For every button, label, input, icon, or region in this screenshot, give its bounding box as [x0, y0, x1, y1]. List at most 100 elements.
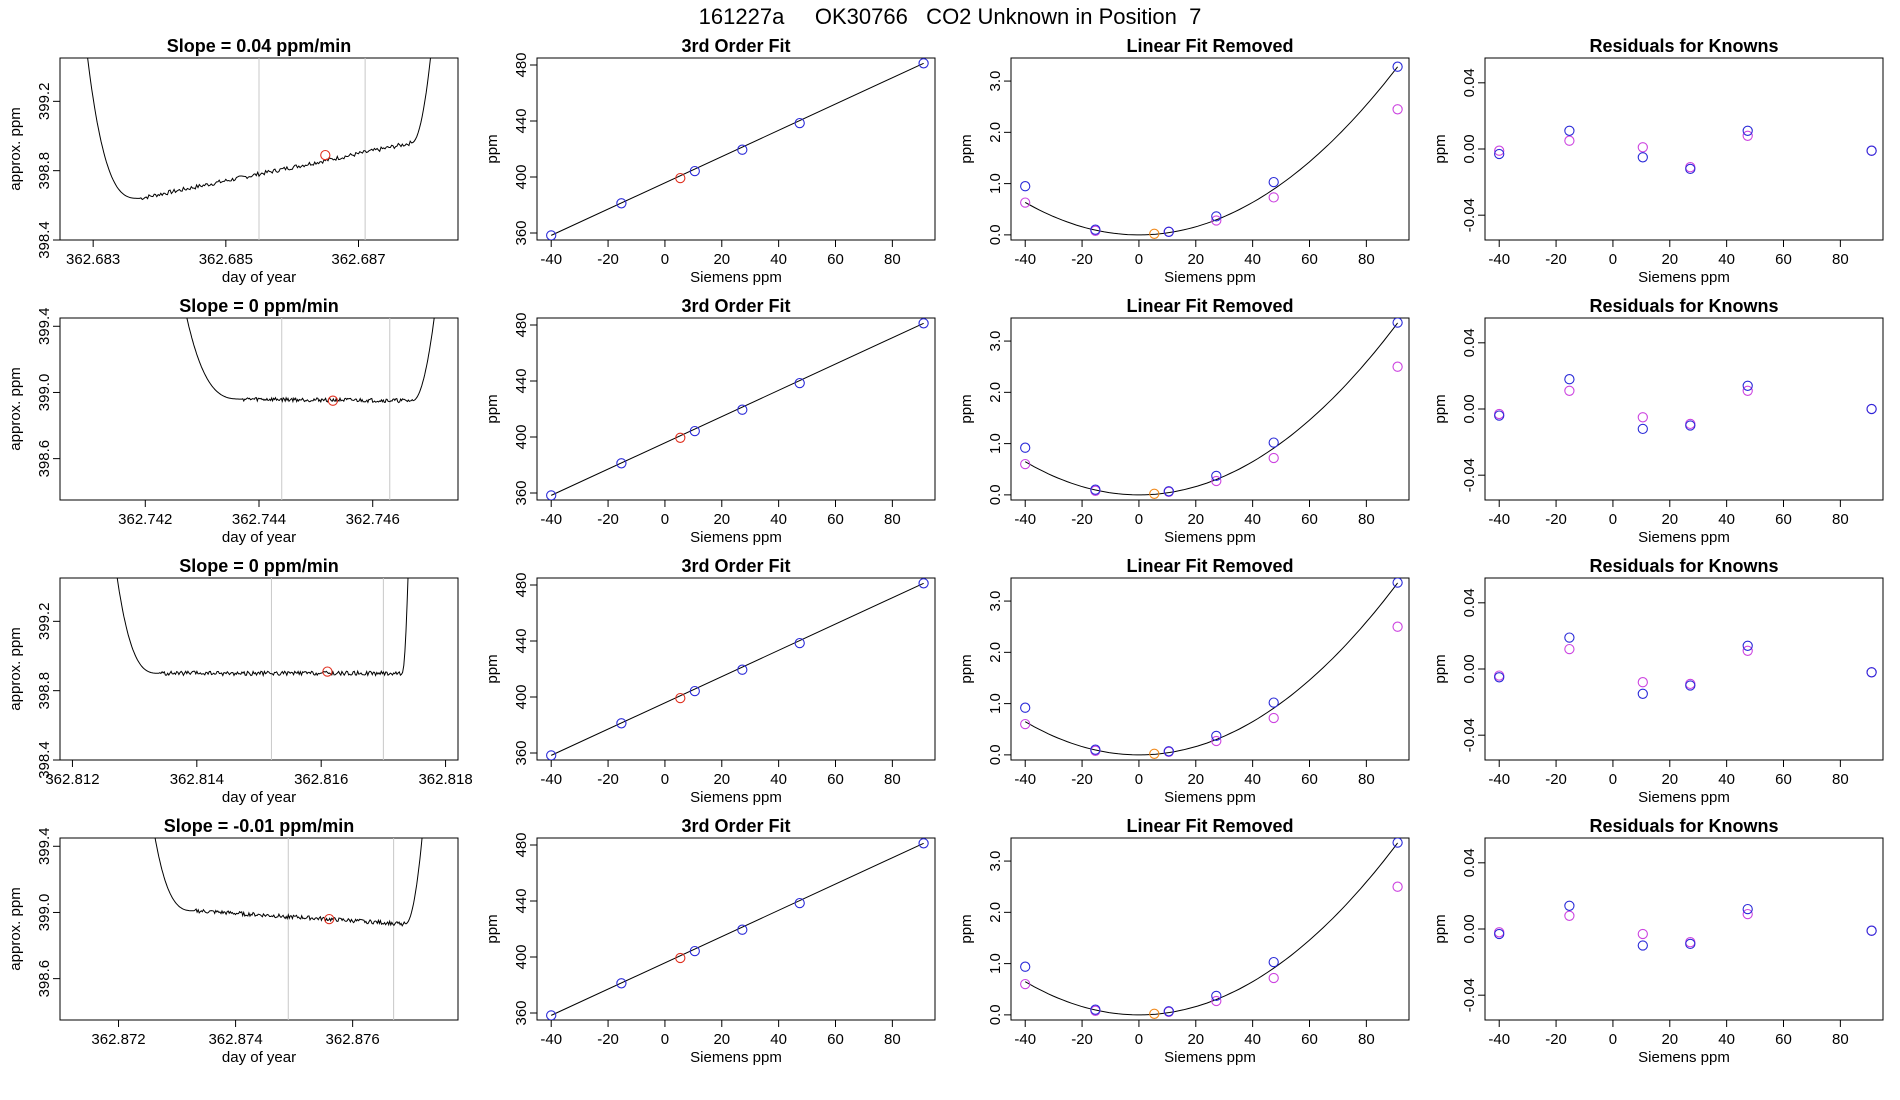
- unknown-point: [1149, 748, 1160, 759]
- y-tick-label: 398.6: [36, 960, 53, 998]
- x-tick-label: 60: [1301, 251, 1318, 268]
- x-tick-label: 362.872: [91, 1031, 145, 1048]
- x-tick-label: 362.814: [170, 771, 224, 788]
- known-point: [1090, 1004, 1101, 1015]
- y-tick-label: 360: [513, 220, 530, 245]
- panel-title: 3rd Order Fit: [681, 556, 790, 576]
- alt-point: [1742, 385, 1753, 396]
- alt-point: [1392, 881, 1403, 892]
- x-axis-label: Siemens ppm: [690, 789, 782, 806]
- x-tick-label: -20: [1545, 771, 1567, 788]
- alt-point: [1268, 972, 1279, 984]
- known-point: [1392, 838, 1403, 848]
- x-tick-label: -40: [1014, 511, 1036, 528]
- x-tick-label: 20: [1187, 771, 1204, 788]
- y-tick-label: 398.8: [36, 672, 53, 710]
- x-axis-label: Siemens ppm: [1164, 1049, 1256, 1066]
- y-tick-label: 0.04: [1461, 588, 1478, 617]
- y-tick-label: 360: [513, 740, 530, 765]
- y-axis-label: ppm: [1432, 914, 1449, 943]
- known-point: [1392, 578, 1403, 588]
- alt-point: [1564, 135, 1575, 146]
- known-point: [918, 58, 929, 69]
- plot-frame: [1484, 317, 1884, 501]
- unknown-point: [675, 432, 686, 443]
- y-axis-label: approx. ppm: [7, 107, 24, 190]
- panel-title: 3rd Order Fit: [681, 816, 790, 836]
- x-tick-label: 20: [713, 771, 730, 788]
- alt-point: [1564, 910, 1575, 921]
- panel-fit-0: 3rd Order Fit -40 -20 0 20 40 60 80 360 400 440 480…: [484, 36, 936, 286]
- y-tick-label: 3.0: [987, 331, 1004, 352]
- x-tick-label: -40: [540, 771, 562, 788]
- unknown-marker: [322, 666, 333, 677]
- y-tick-label: 0.04: [1461, 328, 1478, 357]
- plot-frame: [536, 57, 936, 241]
- panel-removed-3: Linear Fit Removed -40 -20 0 20 40 60 80 0.0 1.0 2…: [958, 816, 1410, 1066]
- x-axis-label: Siemens ppm: [690, 529, 782, 546]
- y-tick-label: 440: [513, 108, 530, 133]
- known-point: [1685, 420, 1696, 431]
- x-tick-label: -20: [1071, 511, 1093, 528]
- alt-point: [1637, 142, 1648, 153]
- y-tick-label: 2.0: [987, 642, 1004, 663]
- plot-frame: [59, 317, 459, 501]
- x-tick-label: 0: [661, 1031, 669, 1048]
- x-tick-label: 60: [1775, 251, 1792, 268]
- known-point: [1020, 702, 1031, 713]
- x-tick-label: 60: [827, 511, 844, 528]
- x-tick-label: 362.818: [418, 771, 472, 788]
- alt-point: [1742, 908, 1753, 920]
- known-point: [1090, 484, 1101, 495]
- unknown-marker: [324, 913, 335, 925]
- panel-title: Residuals for Knowns: [1589, 36, 1778, 56]
- y-tick-label: 400: [513, 944, 530, 969]
- known-point: [1637, 423, 1648, 435]
- alt-point: [1211, 995, 1222, 1007]
- y-tick-label: 398.4: [36, 741, 53, 779]
- known-point: [1268, 697, 1279, 708]
- known-point: [794, 377, 805, 389]
- unknown-point: [1149, 228, 1160, 239]
- x-axis-label: day of year: [222, 1049, 296, 1066]
- unknown-marker: [327, 395, 339, 406]
- alt-point: [1020, 718, 1031, 730]
- known-point: [1494, 672, 1505, 683]
- panel-trace-0: Slope = 0.04 ppm/min 362.683 362.685 362.68…: [7, 36, 459, 286]
- plot-frame: [1010, 317, 1410, 501]
- known-point: [1211, 470, 1222, 482]
- alt-point: [1020, 458, 1031, 470]
- panel-title: Slope = 0 ppm/min: [179, 556, 339, 576]
- plot-area: [546, 838, 929, 1020]
- known-point: [737, 144, 748, 155]
- y-axis-label: ppm: [484, 394, 501, 423]
- x-tick-label: 80: [884, 1031, 901, 1048]
- unknown-point: [675, 172, 686, 184]
- y-tick-label: 399.2: [36, 603, 53, 641]
- y-tick-label: 480: [513, 52, 530, 77]
- alt-point: [1637, 677, 1648, 688]
- y-tick-label: 399.4: [36, 307, 53, 345]
- plot-frame: [536, 317, 936, 501]
- known-point: [546, 230, 557, 240]
- panel-title: Linear Fit Removed: [1126, 816, 1293, 836]
- y-axis-label: ppm: [484, 654, 501, 683]
- plot-frame: [1484, 577, 1884, 761]
- unknown-point: [1149, 1008, 1160, 1019]
- panel-title: Residuals for Knowns: [1589, 556, 1778, 576]
- plot-frame: [536, 577, 936, 761]
- known-point: [689, 425, 700, 437]
- plot-area: [154, 838, 423, 1020]
- trace-line: [186, 318, 435, 404]
- y-axis-label: ppm: [484, 134, 501, 163]
- y-tick-label: 0.0: [987, 744, 1004, 765]
- known-point: [1637, 940, 1648, 951]
- panel-title: Slope = 0.04 ppm/min: [167, 36, 352, 56]
- x-axis-label: Siemens ppm: [1638, 789, 1730, 806]
- unknown-point: [675, 952, 686, 964]
- known-point: [546, 1010, 557, 1020]
- x-axis-label: Siemens ppm: [1164, 789, 1256, 806]
- x-tick-label: 80: [1832, 1031, 1849, 1048]
- x-tick-label: 60: [1775, 511, 1792, 528]
